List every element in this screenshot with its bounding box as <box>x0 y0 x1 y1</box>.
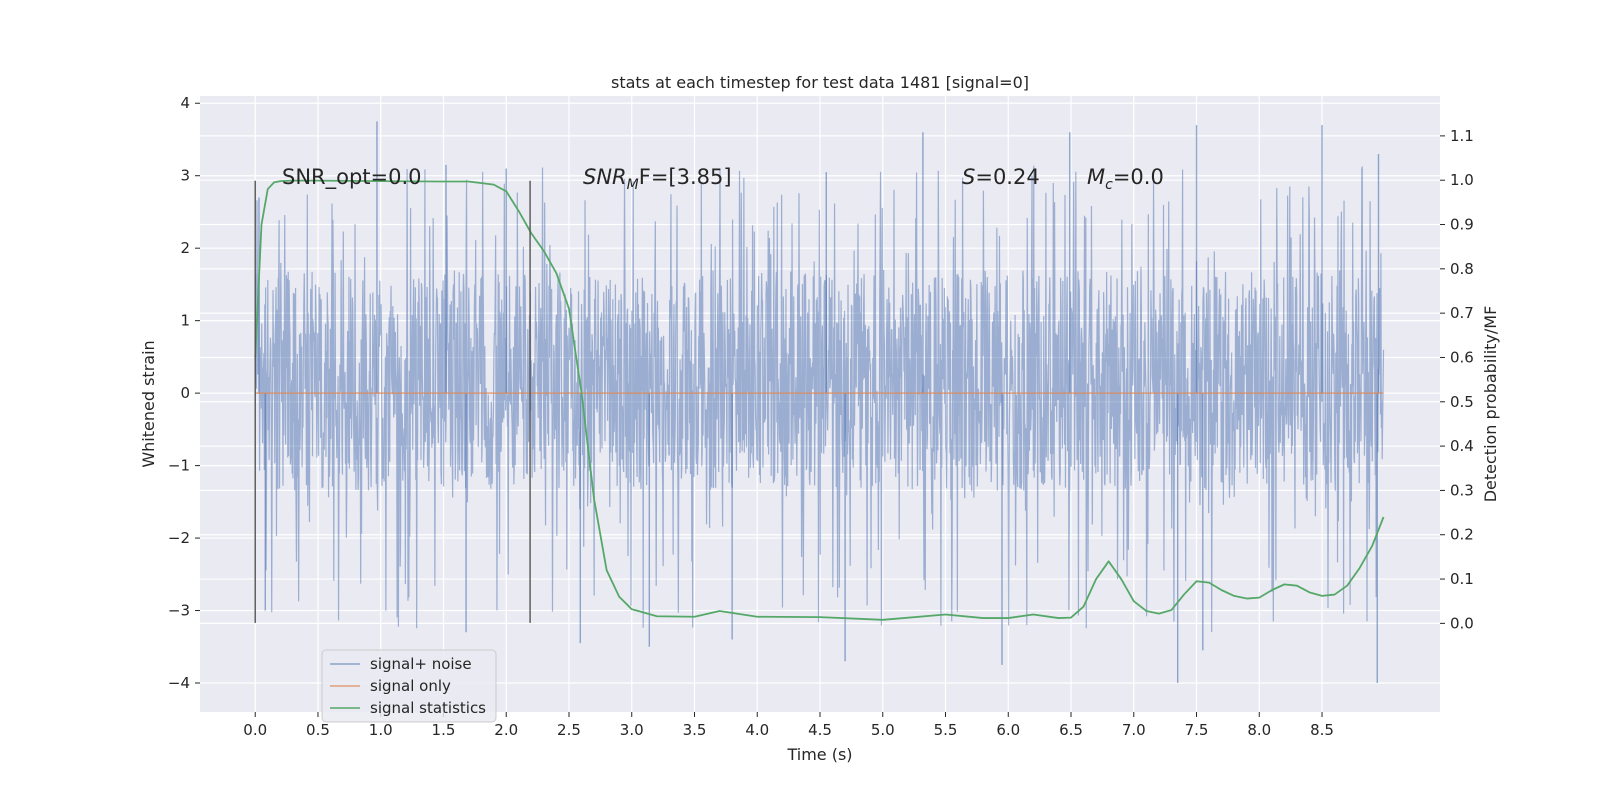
annotation-snr-mf-rest: F=[3.85] <box>639 165 732 189</box>
y2-tick-label: 0.0 <box>1450 614 1474 632</box>
y-tick-label: −2 <box>168 529 190 547</box>
y2-tick-label: 1.0 <box>1450 171 1474 189</box>
x-tick-label: 5.5 <box>934 721 958 739</box>
x-tick-label: 8.5 <box>1310 721 1334 739</box>
x-tick-label: 4.0 <box>745 721 769 739</box>
annotation-mc-main: M <box>1087 165 1105 189</box>
x-tick-label: 3.5 <box>683 721 707 739</box>
y-tick-label: −3 <box>168 602 190 620</box>
x-tick-label: 1.0 <box>369 721 393 739</box>
tick-layer: 0.0 0.5 1.0 1.5 2.0 2.5 3.0 3.5 4.0 4.5 5.0 5.5 6.0 6… <box>168 94 1474 739</box>
series-signal-statistics <box>254 179 1385 621</box>
x-axis-label: Time (s) <box>786 745 852 764</box>
x-tick-label: 7.5 <box>1185 721 1209 739</box>
y-tick-label: 0 <box>180 384 190 402</box>
annotation-snr-mf-main: SNR <box>583 165 627 189</box>
series-signal-noise <box>254 165 1385 633</box>
y2-axis-label: Detection probability/MF <box>1481 306 1500 503</box>
x-tick-label: 8.0 <box>1247 721 1271 739</box>
y2-tick-label: 0.8 <box>1450 260 1474 278</box>
y2-tick-label: 0.4 <box>1450 437 1474 455</box>
y2-tick-label: 0.9 <box>1450 216 1474 234</box>
annotation-s-rest: =0.24 <box>975 165 1039 189</box>
y2-tick-label: 1.1 <box>1450 127 1474 145</box>
vertical-lines <box>254 180 531 623</box>
legend-box <box>321 649 497 723</box>
legend: signal+ noise signal only signal statist… <box>321 649 497 723</box>
y2-tick-label: 0.6 <box>1450 348 1474 366</box>
y2-tick-label: 0.2 <box>1450 526 1474 544</box>
chart-title: stats at each timestep for test data 148… <box>611 73 1029 92</box>
x-tick-label: 6.5 <box>1059 721 1083 739</box>
x-tick-label: 3.0 <box>620 721 644 739</box>
y-axis-label: Whitened strain <box>139 340 158 467</box>
annotation-snr-opt-text: SNR_opt=0.0 <box>282 165 422 190</box>
legend-label-signal-noise: signal+ noise <box>370 655 472 673</box>
y2-tick-label: 0.5 <box>1450 393 1474 411</box>
y-tick-label: 2 <box>180 239 190 257</box>
y2-tick-label: 0.1 <box>1450 570 1474 588</box>
annotation-mc-rest: =0.0 <box>1113 165 1164 189</box>
annotation-snr-mf-sub: M <box>627 177 639 193</box>
x-tick-label: 0.5 <box>306 721 330 739</box>
annotation-s-main: S <box>962 165 975 189</box>
y-tick-label: 1 <box>180 312 190 330</box>
legend-label-signal-statistics: signal statistics <box>370 699 486 717</box>
x-tick-label: 0.0 <box>243 721 267 739</box>
y-tick-label: 4 <box>180 94 190 112</box>
legend-label-signal-only: signal only <box>370 677 451 695</box>
x-tick-label: 4.5 <box>808 721 832 739</box>
x-tick-label: 7.0 <box>1122 721 1146 739</box>
x-tick-label: 1.5 <box>432 721 456 739</box>
x-tick-label: 5.0 <box>871 721 895 739</box>
annotation-mc: Mc=0.0 <box>1087 165 1164 193</box>
annotation-snr-opt: SNR_opt=0.0 <box>282 165 422 190</box>
y-tick-label: 3 <box>180 167 190 185</box>
annotation-snr-mf: SNRMF=[3.85] <box>583 165 732 193</box>
y-tick-label: −1 <box>168 457 190 475</box>
x-tick-label: 2.0 <box>494 721 518 739</box>
y2-tick-label: 0.7 <box>1450 304 1474 322</box>
series-layer <box>254 121 1385 684</box>
y-tick-label: −4 <box>168 674 190 692</box>
x-tick-label: 2.5 <box>557 721 581 739</box>
x-tick-label: 6.0 <box>996 721 1020 739</box>
annotation-s: S=0.24 <box>962 165 1040 189</box>
annotation-mc-sub: c <box>1105 177 1113 193</box>
y2-tick-label: 0.3 <box>1450 481 1474 499</box>
